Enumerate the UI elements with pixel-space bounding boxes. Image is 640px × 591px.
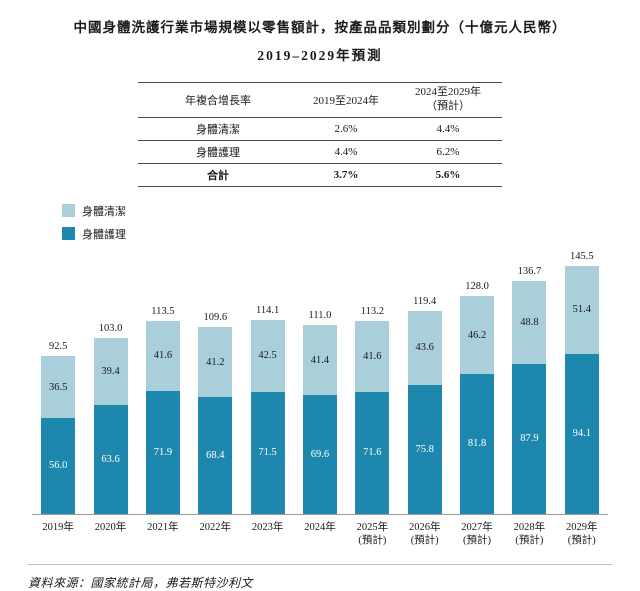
bar-segment-身體護理: 75.8 (407, 384, 442, 514)
bar-segment-身體護理: 71.6 (355, 391, 390, 514)
bar-total-label: 113.5 (151, 305, 175, 317)
table-row-body-cleansing: 身體清潔 2.6% 4.4% (138, 117, 502, 141)
legend-item-身體清潔: 身體清潔 (62, 203, 612, 219)
bar-segment-身體護理: 68.4 (198, 397, 233, 514)
source-note: 資料來源：國家統計局，弗若斯特沙利文 (28, 575, 254, 590)
bar-group-2027: 128.0 46.2 81.8 (451, 249, 503, 514)
cagr-table-header-row: 年複合增長率 2019至2024年 2024至2029年 （預計） (138, 82, 502, 118)
chart-legend: 身體清潔 身體護理 (62, 203, 612, 242)
stacked-bar: 51.4 94.1 (564, 266, 599, 514)
stacked-bar: 43.6 75.8 (407, 310, 442, 514)
x-axis-label: 2026年 (預計) (408, 521, 441, 547)
value-total-2019-2024: 3.7% (298, 163, 394, 187)
bar-segment-身體護理: 69.6 (302, 395, 337, 514)
bar-total-label: 109.6 (203, 312, 228, 324)
bar-segment-身體清潔: 46.2 (460, 295, 495, 375)
bar-segment-身體清潔: 41.4 (302, 324, 337, 396)
x-axis-label: 2024年 (304, 521, 336, 533)
bar-total-label: 114.1 (255, 304, 280, 316)
stacked-bar: 46.2 81.8 (460, 295, 495, 514)
stacked-bar: 39.4 63.6 (93, 338, 128, 514)
bar-group-2019: 92.5 36.5 56.0 (32, 249, 84, 514)
bar-total-label: 136.7 (517, 266, 542, 278)
bar-group-2028: 136.7 48.8 87.9 (503, 249, 555, 514)
bar-total-label: 145.5 (569, 251, 594, 263)
bar-group-2025: 113.2 41.6 71.6 (346, 249, 398, 514)
bar-total-label: 128.0 (465, 280, 489, 292)
chart-title-line1: 中國身體洗護行業市場規模以零售額計，按產品品類別劃分（十億元人民幣） (73, 20, 567, 35)
x-axis-label: 2022年 (199, 521, 232, 533)
value-total-2024-2029: 5.6% (394, 163, 502, 187)
bar-segment-身體清潔: 39.4 (93, 338, 128, 406)
bar-group-2021: 113.5 41.6 71.9 (137, 249, 189, 514)
bar-total-label: 111.0 (308, 309, 332, 321)
chart-x-axis: 2019年 2020年 2021年 2022年 2023年 2024年 2025年 (預計)… (32, 521, 608, 548)
bar-segment-身體清潔: 48.8 (512, 281, 547, 365)
legend-label: 身體清潔 (82, 205, 126, 218)
bar-group-2026: 119.4 43.6 75.8 (399, 249, 451, 514)
stacked-bar: 41.6 71.6 (355, 321, 390, 514)
bar-segment-身體護理: 94.1 (564, 353, 599, 514)
table-header-2024-2029: 2024至2029年 （預計） (394, 82, 502, 118)
bar-segment-身體清潔: 41.2 (198, 327, 233, 398)
stacked-bar: 41.4 69.6 (302, 324, 337, 514)
stacked-bar: 41.6 71.9 (145, 320, 180, 514)
table-header-cagr: 年複合增長率 (138, 82, 298, 118)
footer-divider (28, 563, 612, 565)
bar-segment-身體護理: 81.8 (460, 374, 495, 514)
bar-segment-身體清潔: 41.6 (145, 320, 180, 392)
x-axis-label: 2029年 (預計) (566, 521, 598, 547)
bar-segment-身體護理: 63.6 (93, 405, 128, 514)
row-label-body-care: 身體護理 (138, 140, 298, 164)
legend-label: 身體護理 (82, 228, 126, 241)
bar-segment-身體清潔: 41.6 (355, 321, 390, 392)
x-axis-label: 2021年 (147, 521, 179, 533)
bar-segment-身體護理: 71.5 (250, 392, 285, 514)
bar-segment-身體清潔: 43.6 (407, 310, 442, 385)
value-care-2019-2024: 4.4% (298, 140, 394, 164)
row-label-body-cleansing: 身體清潔 (138, 117, 298, 141)
x-axis-label: 2019年 (42, 521, 74, 533)
bar-segment-身體護理: 56.0 (41, 418, 76, 514)
x-axis-label: 2028年 (預計) (513, 521, 546, 547)
value-cleansing-2019-2024: 2.6% (298, 117, 394, 141)
chart-plot-area: 92.5 36.5 56.0 103.0 39.4 63.6 113.5 41.6 71.9 10… (32, 249, 608, 515)
x-axis-label: 2023年 (251, 521, 284, 533)
table-header-2019-2024: 2019至2024年 (298, 82, 394, 118)
x-axis-label: 2027年 (預計) (461, 521, 493, 547)
x-axis-label: 2020年 (94, 521, 127, 533)
bar-segment-身體清潔: 42.5 (250, 319, 285, 392)
bar-total-label: 119.4 (413, 295, 437, 307)
stacked-bar: 42.5 71.5 (250, 319, 285, 514)
stacked-bar: 41.2 68.4 (198, 327, 233, 514)
cagr-table: 年複合增長率 2019至2024年 2024至2029年 （預計） 身體清潔 2… (138, 82, 502, 187)
value-care-2024-2029: 6.2% (394, 140, 502, 164)
bar-group-2023: 114.1 42.5 71.5 (241, 249, 293, 514)
bar-segment-身體護理: 71.9 (145, 391, 180, 514)
bar-total-label: 92.5 (48, 341, 68, 353)
bar-group-2020: 103.0 39.4 63.6 (84, 249, 136, 514)
stacked-bar: 48.8 87.9 (512, 281, 547, 514)
bar-segment-身體護理: 87.9 (512, 364, 547, 514)
table-row-body-care: 身體護理 4.4% 6.2% (138, 140, 502, 164)
bar-group-2024: 111.0 41.4 69.6 (294, 249, 346, 514)
stacked-bar-chart: 92.5 36.5 56.0 103.0 39.4 63.6 113.5 41.6 71.9 10… (32, 249, 608, 548)
bar-group-2022: 109.6 41.2 68.4 (189, 249, 241, 514)
stacked-bar: 36.5 56.0 (41, 356, 76, 514)
value-cleansing-2024-2029: 4.4% (394, 117, 502, 141)
chart-title-line2: 2019–2029年預測 (257, 48, 383, 63)
row-label-total: 合計 (138, 163, 298, 187)
legend-swatch (62, 227, 75, 240)
table-row-total: 合計 3.7% 5.6% (138, 163, 502, 187)
bar-total-label: 113.2 (360, 306, 384, 318)
bar-total-label: 103.0 (98, 323, 123, 335)
legend-item-身體護理: 身體護理 (62, 226, 612, 242)
x-axis-label: 2025年 (預計) (356, 521, 389, 547)
bar-group-2029: 145.5 51.4 94.1 (556, 249, 608, 514)
bar-segment-身體清潔: 36.5 (41, 356, 76, 419)
bar-segment-身體清潔: 51.4 (564, 266, 599, 354)
legend-swatch (62, 204, 75, 217)
